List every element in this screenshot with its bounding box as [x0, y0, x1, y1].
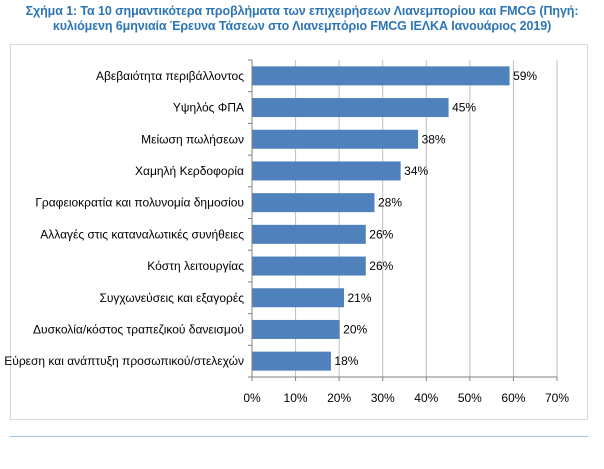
bar [252, 161, 401, 181]
x-tick-label: 70% [545, 391, 569, 405]
x-tick-label: 30% [371, 391, 395, 405]
x-tick-label: 60% [501, 391, 525, 405]
category-label: Κόστη λειτουργίας [147, 259, 244, 273]
data-label: 26% [369, 259, 393, 273]
bar [252, 193, 375, 213]
category-label: Αλλαγές στις καταναλωτικές συνήθειες [40, 227, 244, 241]
category-label: Εύρεση και ανάπτυξη προσωπικού/στελεχών [4, 354, 244, 368]
bar [252, 98, 449, 118]
chart-title-line-2: κυλιόμενη 6μηνιαία Έρευνα Τάσεων στο Λια… [52, 19, 552, 33]
chart-title-line-1: Σχήμα 1: Τα 10 σημαντικότερα προβλήματα … [25, 4, 579, 18]
chart-frame [10, 44, 588, 420]
bar [252, 319, 340, 339]
x-tick-label: 50% [458, 391, 482, 405]
data-label: 18% [334, 354, 358, 368]
x-tick-label: 20% [327, 391, 351, 405]
category-label: Αβεβαιότητα περιβάλλοντος [96, 69, 244, 83]
bottom-rule [10, 436, 588, 437]
data-label: 20% [343, 322, 367, 336]
bar [252, 129, 419, 149]
data-label: 28% [378, 196, 402, 210]
data-label: 45% [452, 101, 476, 115]
x-tick-label: 40% [414, 391, 438, 405]
x-tick-label: 0% [243, 391, 261, 405]
data-label: 26% [369, 227, 393, 241]
x-tick-label: 10% [284, 391, 308, 405]
category-label: Γραφειοκρατία και πολυνομία δημοσίου [35, 196, 244, 210]
bar [252, 351, 331, 371]
data-label: 38% [422, 132, 446, 146]
bar [252, 256, 366, 276]
category-label: Δυσκολία/κόστος τραπεζικού δανεισμού [33, 322, 244, 336]
bar [252, 224, 366, 244]
data-label: 59% [513, 69, 537, 83]
category-label: Συγχωνεύσεις και εξαγορές [99, 291, 244, 305]
bar [252, 66, 510, 86]
bar [252, 288, 344, 308]
category-label: Μείωση πωλήσεων [141, 132, 244, 146]
data-label: 34% [404, 164, 428, 178]
chart-title: Σχήμα 1: Τα 10 σημαντικότερα προβλήματα … [0, 4, 604, 34]
data-label: 21% [348, 291, 372, 305]
category-label: Υψηλός ΦΠΑ [173, 101, 244, 115]
category-label: Χαμηλή Κερδοφορία [135, 164, 244, 178]
